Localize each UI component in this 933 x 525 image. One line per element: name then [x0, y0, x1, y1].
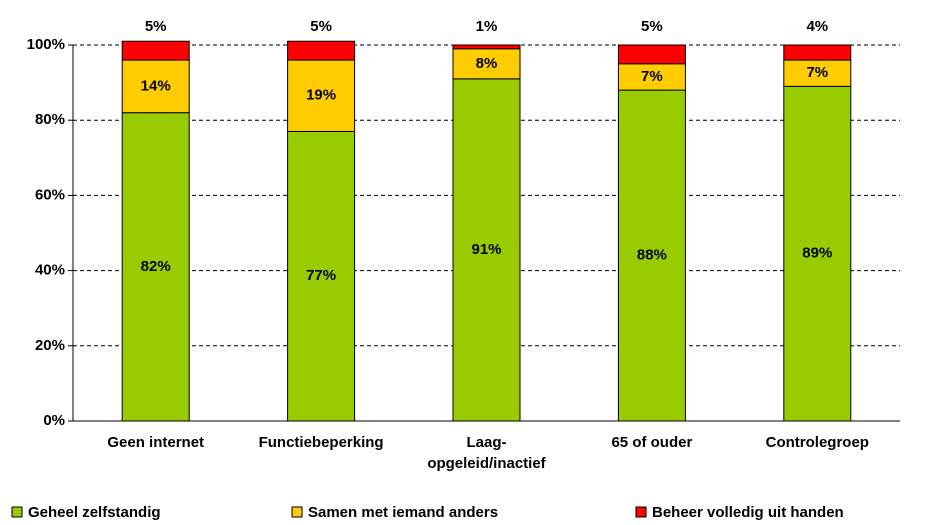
y-tick-label: 60% [35, 186, 65, 203]
y-tick-label: 0% [43, 412, 65, 429]
data-label: 5% [145, 18, 167, 35]
bar-segment [617, 63, 686, 91]
data-label: 5% [641, 18, 663, 35]
legend-label: Geheel zelfstandig [28, 504, 161, 521]
legend-swatch [11, 506, 23, 518]
bar-segment [617, 44, 686, 65]
x-tick-label: Laag-opgeleid/inactief [427, 434, 546, 472]
data-label: 14% [141, 77, 171, 94]
data-label: 82% [141, 258, 171, 275]
bar-segment [617, 89, 686, 422]
y-tick-label: 80% [35, 111, 65, 128]
y-tick-label: 100% [27, 36, 65, 53]
bar-segment [783, 44, 852, 61]
y-tick-label: 20% [35, 337, 65, 354]
legend-swatch [635, 506, 647, 518]
data-label: 4% [806, 18, 828, 35]
data-label: 8% [476, 55, 498, 72]
legend-label: Beheer volledig uit handen [652, 504, 844, 521]
data-label: 7% [641, 68, 663, 85]
x-tick-label: Functiebeperking [259, 434, 384, 451]
y-tick-label: 40% [35, 262, 65, 279]
x-tick-label: 65 of ouder [611, 434, 692, 451]
bar-segment [452, 44, 521, 50]
bar-segment [121, 40, 190, 61]
data-label: 89% [802, 245, 832, 262]
legend-swatch [291, 506, 303, 518]
x-tick-label: Geen internet [107, 434, 204, 451]
data-label: 88% [637, 247, 667, 264]
legend-label: Samen met iemand anders [308, 504, 498, 521]
data-label: 77% [306, 267, 336, 284]
x-tick-label: Controlegroep [766, 434, 869, 451]
data-label: 1% [476, 18, 498, 35]
data-label: 7% [806, 64, 828, 81]
data-label: 91% [471, 241, 501, 258]
bar-segment [783, 85, 852, 422]
bar-segment [287, 40, 356, 61]
data-label: 5% [310, 18, 332, 35]
data-label: 19% [306, 87, 336, 104]
